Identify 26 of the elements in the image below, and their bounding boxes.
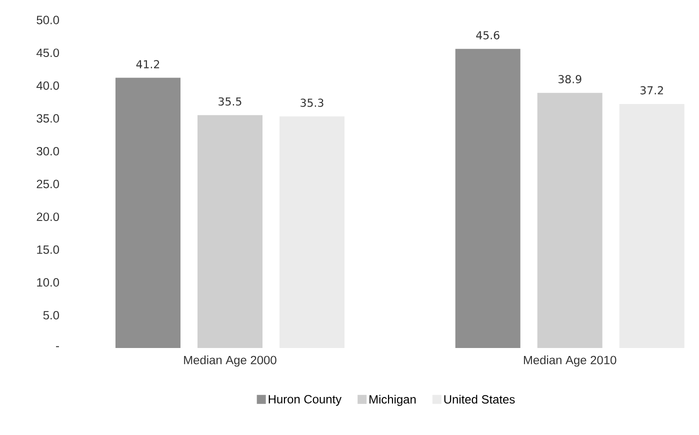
legend-label: United States: [444, 394, 515, 404]
y-tick-label: 15.0: [37, 245, 60, 254]
y-tick-label: -: [56, 346, 59, 348]
y-tick-label: 10.0: [37, 278, 60, 287]
data-label: 35.5: [218, 97, 242, 106]
y-tick-label: 20.0: [36, 212, 60, 222]
legend-label: Huron County: [268, 394, 342, 406]
y-tick-label: 40.0: [36, 81, 60, 90]
y-tick-label: 50.0: [36, 16, 60, 24]
y-tick-label: 45.0: [36, 48, 60, 58]
y-tick-label: 5.0: [43, 310, 60, 320]
data-label: 45.6: [476, 31, 500, 40]
x-tick-label: Median Age 2000: [184, 356, 276, 367]
y-tick-label: 25.0: [36, 180, 60, 188]
bar: [197, 115, 262, 348]
data-label: 35.3: [300, 98, 324, 107]
data-label: 37.2: [640, 86, 663, 94]
bar: [455, 48, 520, 348]
x-tick-label: Median Age 2010: [524, 356, 616, 367]
data-label: 41.2: [136, 60, 160, 68]
y-tick-label: 35.0: [36, 114, 60, 123]
data-label: 38.9: [558, 75, 582, 84]
legend-label: Michigan: [370, 394, 416, 406]
bar: [537, 92, 602, 348]
y-tick-label: 30.0: [36, 146, 60, 156]
bar: [115, 78, 180, 348]
